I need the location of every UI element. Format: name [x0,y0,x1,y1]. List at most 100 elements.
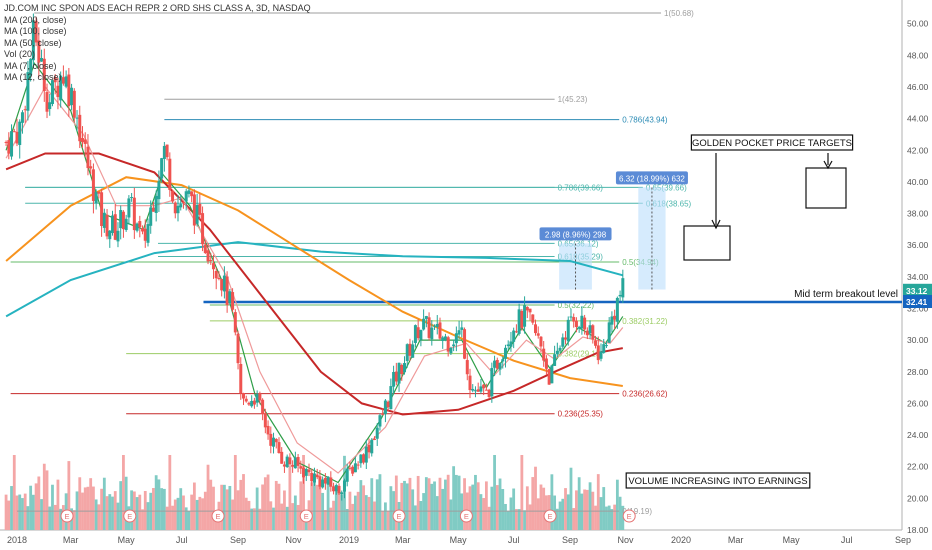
volume-bar [575,490,578,530]
candle-body [190,191,194,197]
volume-bar [542,487,546,530]
candle-body [111,215,115,234]
candle-body [173,202,177,214]
volume-bar [569,467,573,530]
candle-body [362,454,366,463]
candle-body [449,347,453,354]
candle-body [422,318,426,330]
candle-body [321,479,325,488]
candle-body [56,85,60,98]
candle-body [255,393,259,403]
volume-bar [555,508,559,530]
y-tick-label: 44.00 [907,114,929,124]
volume-bar [558,501,562,530]
candle-body [102,212,106,228]
volume-bar [504,503,507,530]
candle-body [198,203,202,215]
volume-bar [392,491,395,530]
x-tick-label: Sep [895,535,911,545]
earnings-marker [622,509,636,523]
volume-bar [536,498,540,530]
volume-bar [577,477,581,530]
candle-body [67,74,71,107]
volume-bar [566,494,570,530]
volume-bar [449,499,453,530]
volume-bar [430,483,434,530]
volume-bar [618,496,622,530]
candle-body [493,360,497,368]
volume-bar [318,480,322,530]
volume-bar [315,484,319,530]
candle-body [274,439,278,443]
volume-bar [10,486,13,530]
candle-body [252,400,256,405]
volume-bar [381,511,385,530]
volume-bar [514,509,518,530]
volume-bar [605,506,608,530]
x-tick-label: Mar [728,535,744,545]
candle-body [501,359,505,362]
candle-body [176,205,180,214]
volume-bar [253,508,256,530]
volume-bar [340,494,344,530]
candle-body [591,325,595,340]
volume-bar [45,470,49,530]
candle-body [476,389,480,392]
candle-body [332,486,336,492]
candle-body [460,327,464,330]
candle-body [233,312,237,333]
candle-body [580,315,584,329]
candle-body [72,90,76,118]
candle-body [222,275,226,292]
golden-pocket-arrowhead [711,219,721,230]
candle-body [604,345,608,347]
candle-body [132,197,136,231]
candle-body [490,367,494,397]
candle-body [454,333,458,344]
volume-bar [247,500,251,530]
volume-bar [329,507,333,530]
x-tick-label: 2020 [671,535,691,545]
candle-body [59,75,63,101]
volume-bar [490,486,494,530]
candle-body [342,480,346,492]
fib-level-label: 0.786(43.94) [622,116,668,125]
candle-body [10,131,14,157]
candle-body [405,344,409,361]
volume-bar [310,482,314,530]
y-tick-label: 34.00 [907,272,929,282]
candle-body [558,347,562,351]
candle-body [203,244,207,253]
candle-body [171,190,175,202]
volume-bar [596,474,600,530]
projection-label: 2.98 (8.96%) 298 [545,230,607,239]
volume-bar [394,475,398,530]
candle-body [408,343,412,356]
candle-body [138,221,142,228]
volume-bar [457,475,461,530]
y-tick-label: 18.00 [907,525,929,535]
candle-body [18,121,22,146]
candle-body [465,360,469,375]
candle-body [83,139,87,144]
volume-bar [250,508,254,530]
moving-average-line [5,176,623,387]
volume-bar [444,479,447,530]
volume-bar [313,481,316,530]
candle-body [506,344,510,347]
candle-body [372,438,376,440]
candle-body [91,169,95,201]
volume-bar [274,480,278,530]
volume-bar [195,499,199,530]
candle-body [613,315,617,320]
y-tick-label: 28.00 [907,367,929,377]
volume-bar [152,488,155,530]
candle-body [86,146,90,169]
volume-bar [143,490,147,530]
volume-bar [400,482,404,530]
legend-vol: Vol (20) [4,49,36,59]
candle-body [394,371,398,382]
volume-bar [293,495,297,530]
earnings-marker [211,509,225,523]
